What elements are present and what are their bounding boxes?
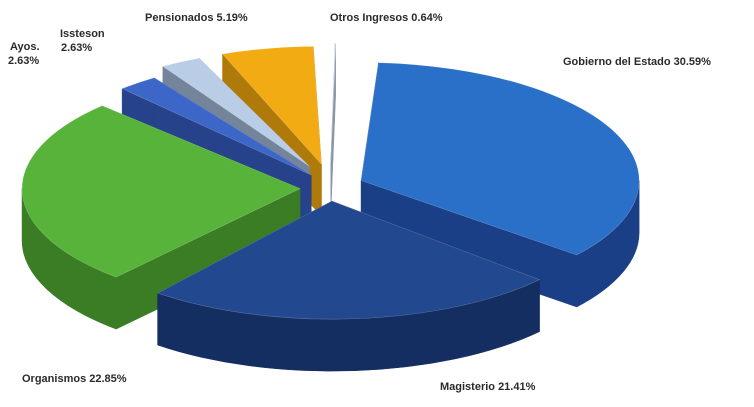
pie-slice-pensionados-top [221,46,322,166]
label-gobierno-del-estado: Gobierno del Estado 30.59% [563,56,711,68]
label-otros-ingresos: Otros Ingresos 0.64% [330,12,443,24]
pie-slice-otros-ingresos-top [330,43,336,162]
pie-slice-ayos-top [121,77,312,176]
label-pensionados: Pensionados 5.19% [145,12,248,24]
pie-slice-issteson-top [162,57,310,167]
label-ayos: Ayos. [10,41,40,53]
pie-slice-otros-ingresos [330,43,336,214]
label-ayos-value: 2.63% [8,55,40,67]
label-organismos: Organismos 22.85% [22,373,127,385]
label-issteson-value: 2.63% [61,42,93,54]
pie-slice-otros-ingresos-wall-1 [330,43,336,214]
pie-slice-magisterio [156,200,541,372]
pie-slice-magisterio-top [156,200,541,320]
label-issteson: Issteson [60,28,105,40]
pie-slice-gobierno-del-estado-top [360,62,640,256]
label-magisterio: Magisterio 21.41% [440,381,536,393]
pie-slice-organismos-top [21,105,301,278]
